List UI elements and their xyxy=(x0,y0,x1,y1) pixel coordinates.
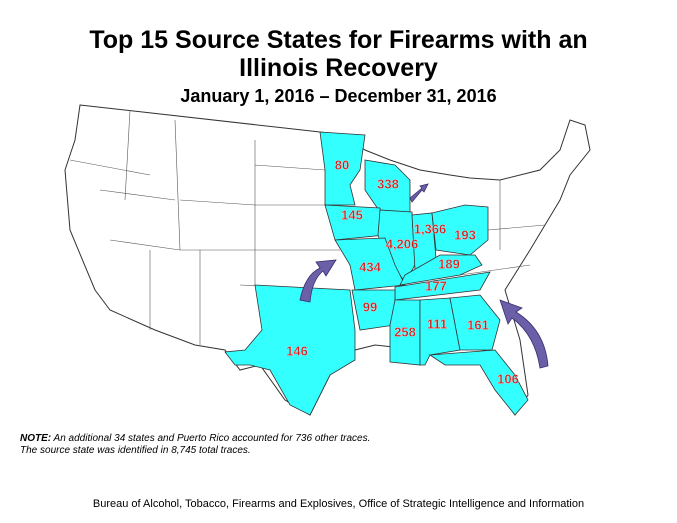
title-line: Illinois Recovery xyxy=(239,54,438,82)
footer: Bureau of Alcohol, Tobacco, Firearms and… xyxy=(92,498,585,510)
state-label: 145 xyxy=(341,207,363,222)
state xyxy=(399,254,483,286)
note-text: An additional 34 states and Puerto Rico … xyxy=(53,433,371,444)
note-line: NOTE: An additional 34 states and Puerto… xyxy=(20,433,370,444)
state-label: 338 xyxy=(377,176,399,191)
state xyxy=(224,284,356,416)
state xyxy=(449,294,501,351)
state-label: 434 xyxy=(359,259,381,274)
state-label: 177 xyxy=(425,278,447,293)
note-line: The source state was identified in 8,745… xyxy=(20,445,251,456)
arrows xyxy=(299,183,549,369)
subtitle: January 1, 2016 – December 31, 2016 xyxy=(180,86,497,106)
note-label: NOTE: xyxy=(20,433,52,444)
state-label: 80 xyxy=(335,157,349,172)
state xyxy=(428,349,529,416)
title-line: Top 15 Source States for Firearms with a… xyxy=(89,26,588,54)
state-label: 146 xyxy=(286,343,308,358)
state-label: 189 xyxy=(438,256,460,271)
state-label: 161 xyxy=(467,317,489,332)
state-label: 99 xyxy=(363,299,377,314)
state xyxy=(431,204,489,256)
state-label: 4,206 xyxy=(386,236,419,251)
state-label: 106 xyxy=(497,371,519,386)
state-label: 193 xyxy=(454,227,476,242)
state-label: 1,366 xyxy=(414,221,447,236)
state xyxy=(319,131,366,206)
state-label: 258 xyxy=(394,324,416,339)
state-label: 111 xyxy=(427,316,447,331)
state xyxy=(334,237,406,291)
